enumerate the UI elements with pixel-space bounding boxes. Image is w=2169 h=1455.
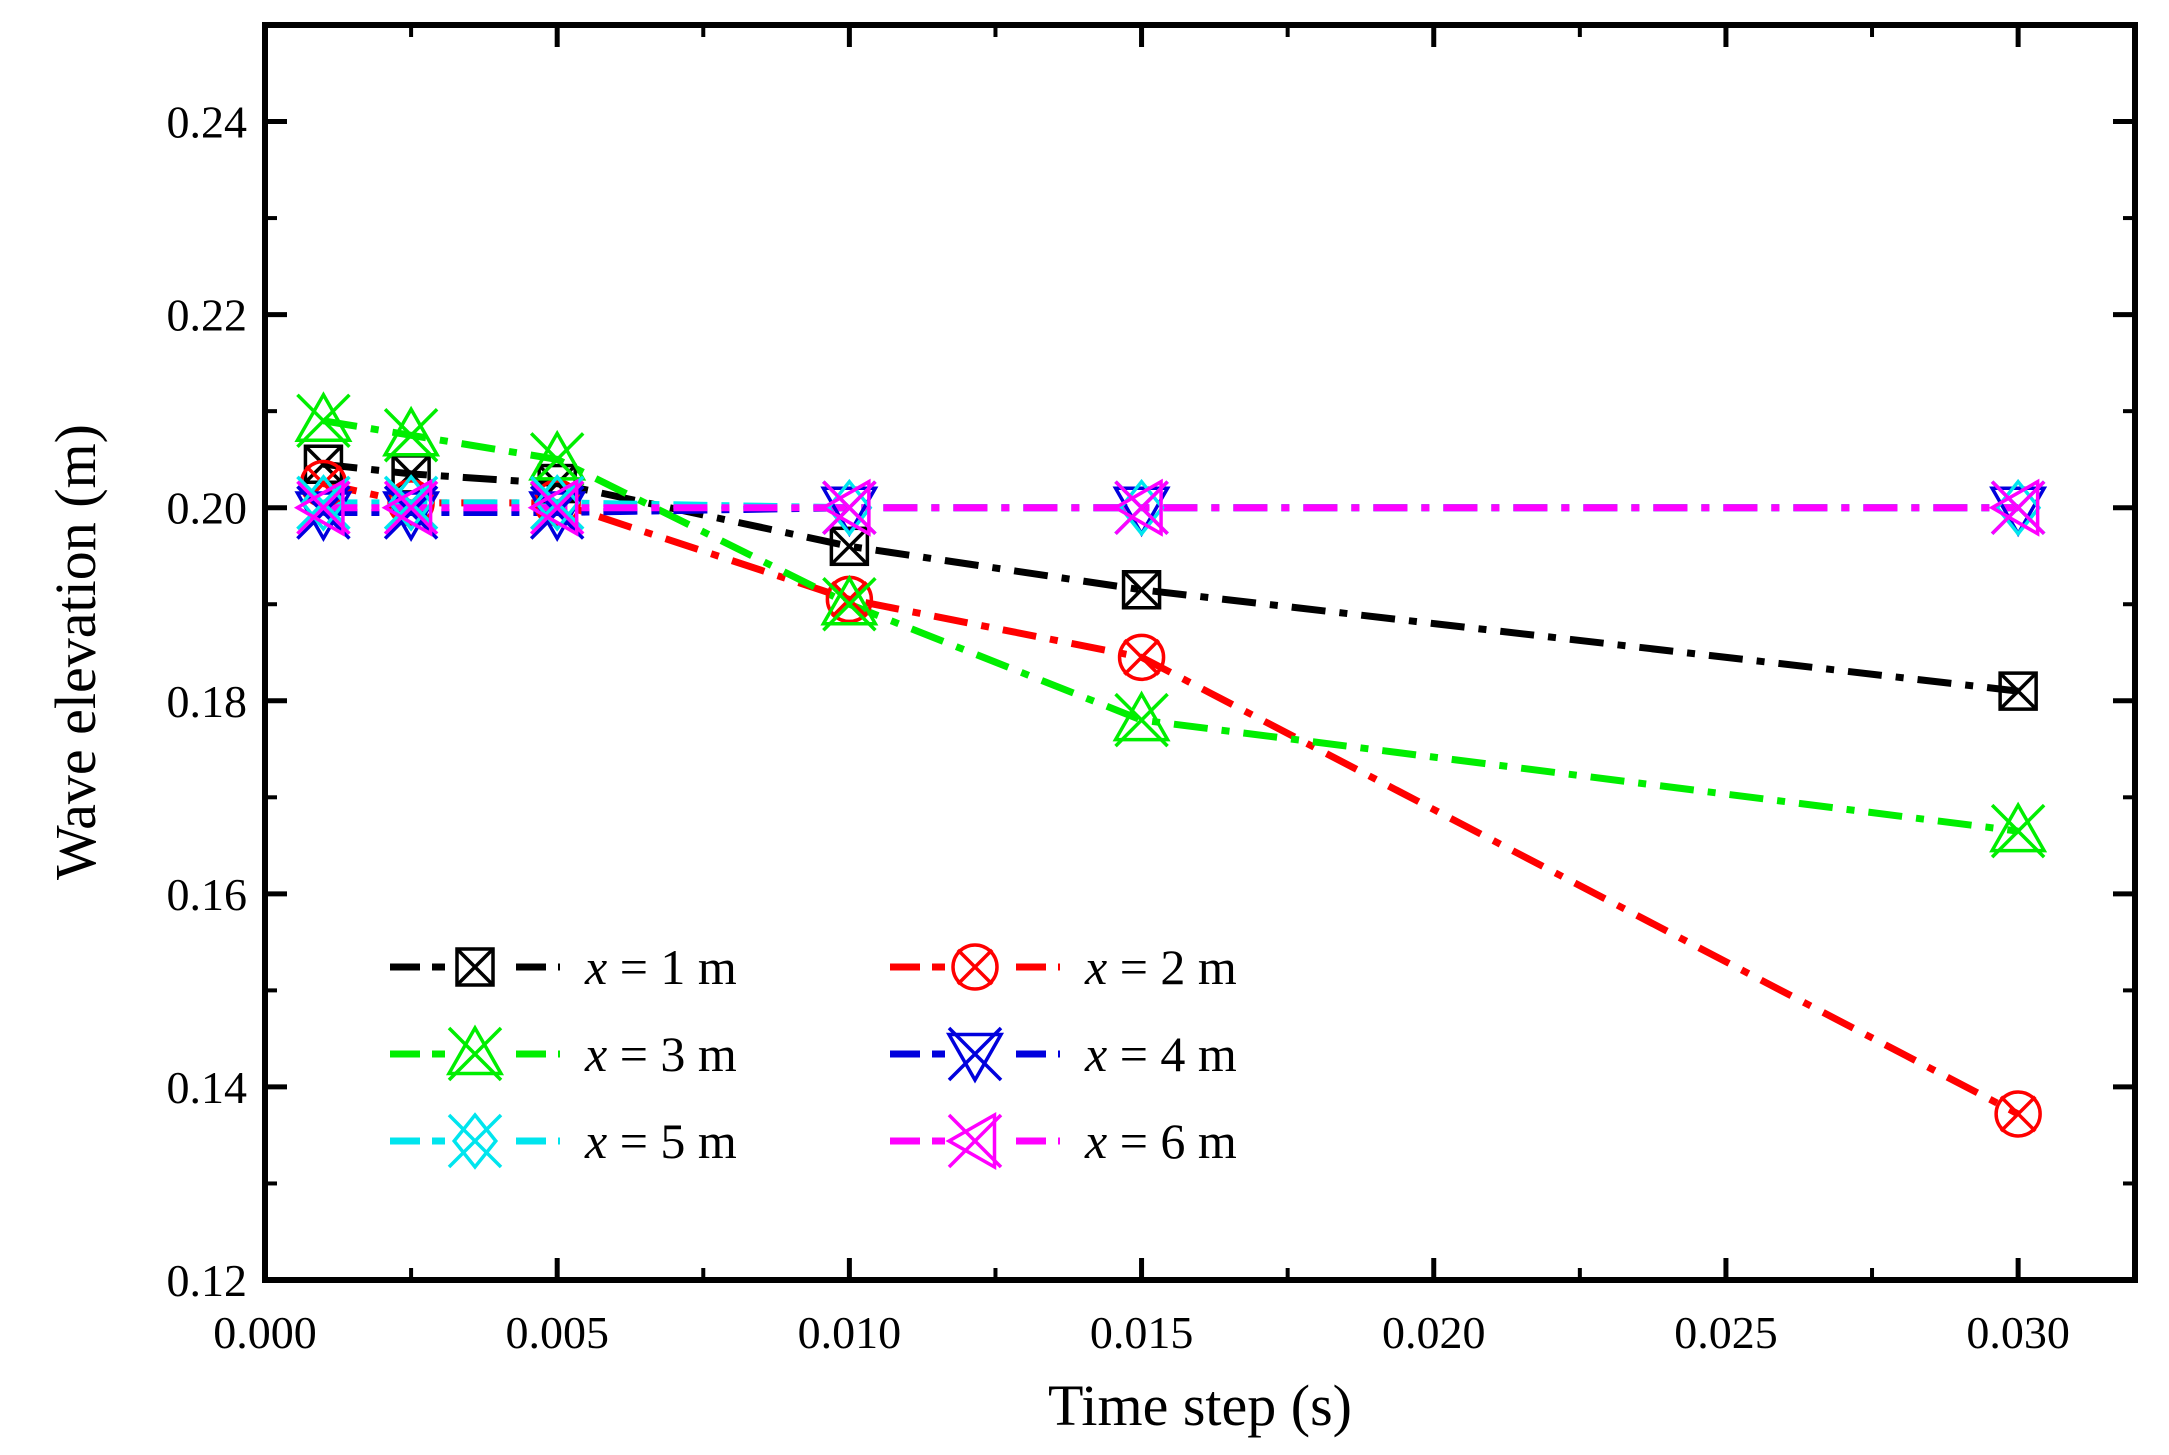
data-point-series-6 bbox=[819, 478, 877, 537]
x-tick-label: 0.010 bbox=[798, 1307, 902, 1358]
data-point-series-6 bbox=[381, 478, 439, 537]
data-point-series-2 bbox=[1994, 1090, 2042, 1138]
y-tick-label: 0.22 bbox=[167, 290, 248, 341]
series-line-1 bbox=[323, 460, 2019, 695]
legend-marker bbox=[945, 1111, 1005, 1171]
data-point-series-3 bbox=[382, 405, 441, 463]
x-tick-label: 0.020 bbox=[1382, 1307, 1486, 1358]
data-point-series-1 bbox=[1121, 570, 1162, 610]
legend-item: x = 5 m bbox=[390, 1111, 737, 1171]
legend-item: x = 4 m bbox=[890, 1024, 1237, 1084]
legend-marker bbox=[445, 1024, 505, 1084]
legend: x = 1 m x = 2 m x = 3 m x = 4 m x = 5 m x = 6… bbox=[390, 937, 1237, 1171]
legend-label: x = 3 m bbox=[584, 1026, 737, 1082]
legend-label: x = 6 m bbox=[1084, 1113, 1237, 1169]
legend-marker bbox=[445, 1111, 505, 1171]
y-tick-label: 0.12 bbox=[167, 1255, 248, 1306]
legend-marker bbox=[445, 937, 505, 997]
x-tick-label: 0.000 bbox=[213, 1307, 317, 1358]
legend-item: x = 2 m bbox=[890, 937, 1237, 997]
data-point-series-3 bbox=[1989, 801, 2048, 859]
data-point-series-6 bbox=[1112, 478, 1169, 537]
y-tick-label: 0.20 bbox=[167, 483, 248, 534]
y-tick-label: 0.24 bbox=[167, 97, 248, 148]
x-tick-label: 0.015 bbox=[1090, 1307, 1194, 1358]
y-tick-label: 0.18 bbox=[167, 676, 248, 727]
legend-marker bbox=[945, 937, 1005, 997]
tick-layer: 0.000 0.005 0.010 0.015 0.020 0.025 0.030 0.12 0… bbox=[167, 23, 2135, 1358]
marker-layer bbox=[293, 391, 2048, 1138]
data-point-series-2 bbox=[1117, 633, 1166, 682]
legend-marker bbox=[945, 1024, 1005, 1084]
legend-item: x = 6 m bbox=[890, 1111, 1237, 1171]
x-axis-title: Time step (s) bbox=[1048, 1373, 1352, 1438]
legend-label: x = 5 m bbox=[584, 1113, 737, 1169]
legend-item: x = 1 m bbox=[390, 937, 737, 997]
data-point-series-6 bbox=[1988, 478, 2046, 537]
y-tick-label: 0.16 bbox=[167, 869, 248, 920]
legend-label: x = 4 m bbox=[1084, 1026, 1237, 1082]
x-tick-label: 0.005 bbox=[505, 1307, 609, 1358]
data-point-series-2 bbox=[825, 575, 874, 624]
x-tick-label: 0.025 bbox=[1674, 1307, 1778, 1358]
series-line-2 bbox=[322, 480, 2020, 1118]
data-point-series-3 bbox=[294, 391, 353, 449]
data-point-series-3 bbox=[820, 574, 879, 632]
data-point-series-3 bbox=[1112, 690, 1171, 748]
legend-label: x = 2 m bbox=[1084, 939, 1237, 995]
legend-label: x = 1 m bbox=[584, 939, 737, 995]
data-point-series-6 bbox=[527, 478, 585, 537]
plot-frame bbox=[262, 22, 2138, 1283]
data-point-series-1 bbox=[829, 526, 870, 567]
x-tick-label: 0.030 bbox=[1966, 1307, 2070, 1358]
legend-item: x = 3 m bbox=[390, 1024, 737, 1084]
data-point-series-6 bbox=[293, 478, 351, 537]
data-point-series-1 bbox=[1998, 671, 2038, 711]
y-tick-label: 0.14 bbox=[167, 1062, 248, 1113]
y-axis-title: Wave elevation (m) bbox=[43, 424, 108, 880]
